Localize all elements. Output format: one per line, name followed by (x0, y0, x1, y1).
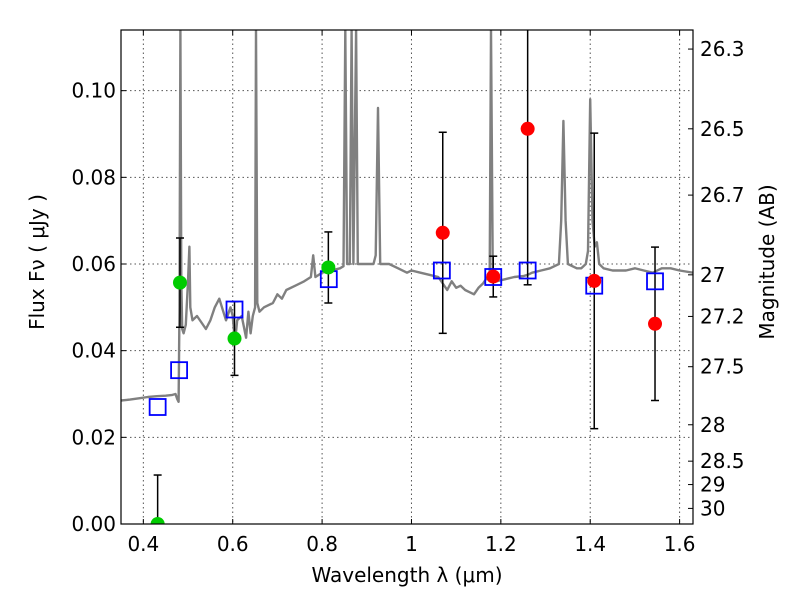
spectrum-series (121, 30, 693, 403)
x-tick-label: 1.4 (574, 532, 606, 556)
red-observed-point (435, 225, 450, 240)
green-observed-point (227, 331, 242, 346)
model-square-marker (148, 398, 167, 416)
green-observed-point (172, 275, 187, 290)
red-observed-point (648, 316, 663, 331)
y-tick-label: 0.02 (71, 425, 116, 449)
red-observed-point (486, 269, 501, 284)
y2-tick-label: 26.3 (700, 37, 745, 61)
y2-tick-label: 27 (700, 263, 725, 287)
green-observed-point (150, 517, 165, 524)
y2-tick-label: 28.5 (700, 449, 745, 473)
x-tick-label: 1 (405, 532, 418, 556)
y2-tick-label: 26.5 (700, 117, 745, 141)
model-square-marker (484, 268, 503, 286)
y2-tick-label: 29 (700, 473, 725, 497)
y-tick-label: 0.00 (71, 512, 116, 536)
model-square-marker (170, 361, 188, 380)
y-tick-label: 0.08 (71, 165, 116, 189)
axes: 0.4 0.6 0.8 1 1.2 1.4 1.6 0.00 0.02 0.04 0.06 0.08 0… (71, 30, 745, 556)
y2-tick-label: 30 (700, 496, 725, 520)
y-tick-label: 0.04 (71, 339, 116, 363)
red-observed-point (587, 273, 602, 288)
y2-tick-label: 27.5 (700, 355, 745, 379)
y2-tick-label: 26.7 (700, 183, 745, 207)
x-tick-label: 0.6 (217, 532, 249, 556)
data-points (148, 121, 664, 524)
spectrum-line (121, 30, 693, 403)
y-tick-label: 0.06 (71, 252, 116, 276)
y2-tick-label: 27.2 (700, 304, 745, 328)
y-axis-label: Flux Fν ( μJy ) (25, 194, 49, 330)
plot-frame (120, 29, 694, 525)
y-tick-label: 0.10 (71, 79, 116, 103)
model-square-marker (518, 261, 537, 280)
x-axis-label: Wavelength λ (μm) (311, 563, 502, 587)
model-square-marker (225, 300, 244, 319)
x-tick-label: 0.4 (127, 532, 159, 556)
x-tick-label: 0.8 (306, 532, 338, 556)
y2-axis-label: Magnitude (AB) (755, 184, 779, 339)
red-observed-point (520, 121, 535, 136)
green-observed-point (321, 260, 336, 275)
plot-area (121, 30, 693, 524)
y2-tick-label: 28 (700, 413, 725, 437)
x-tick-label: 1.2 (485, 532, 517, 556)
model-square-marker (646, 272, 664, 291)
model-square-marker (432, 261, 451, 280)
x-tick-label: 1.6 (664, 532, 696, 556)
